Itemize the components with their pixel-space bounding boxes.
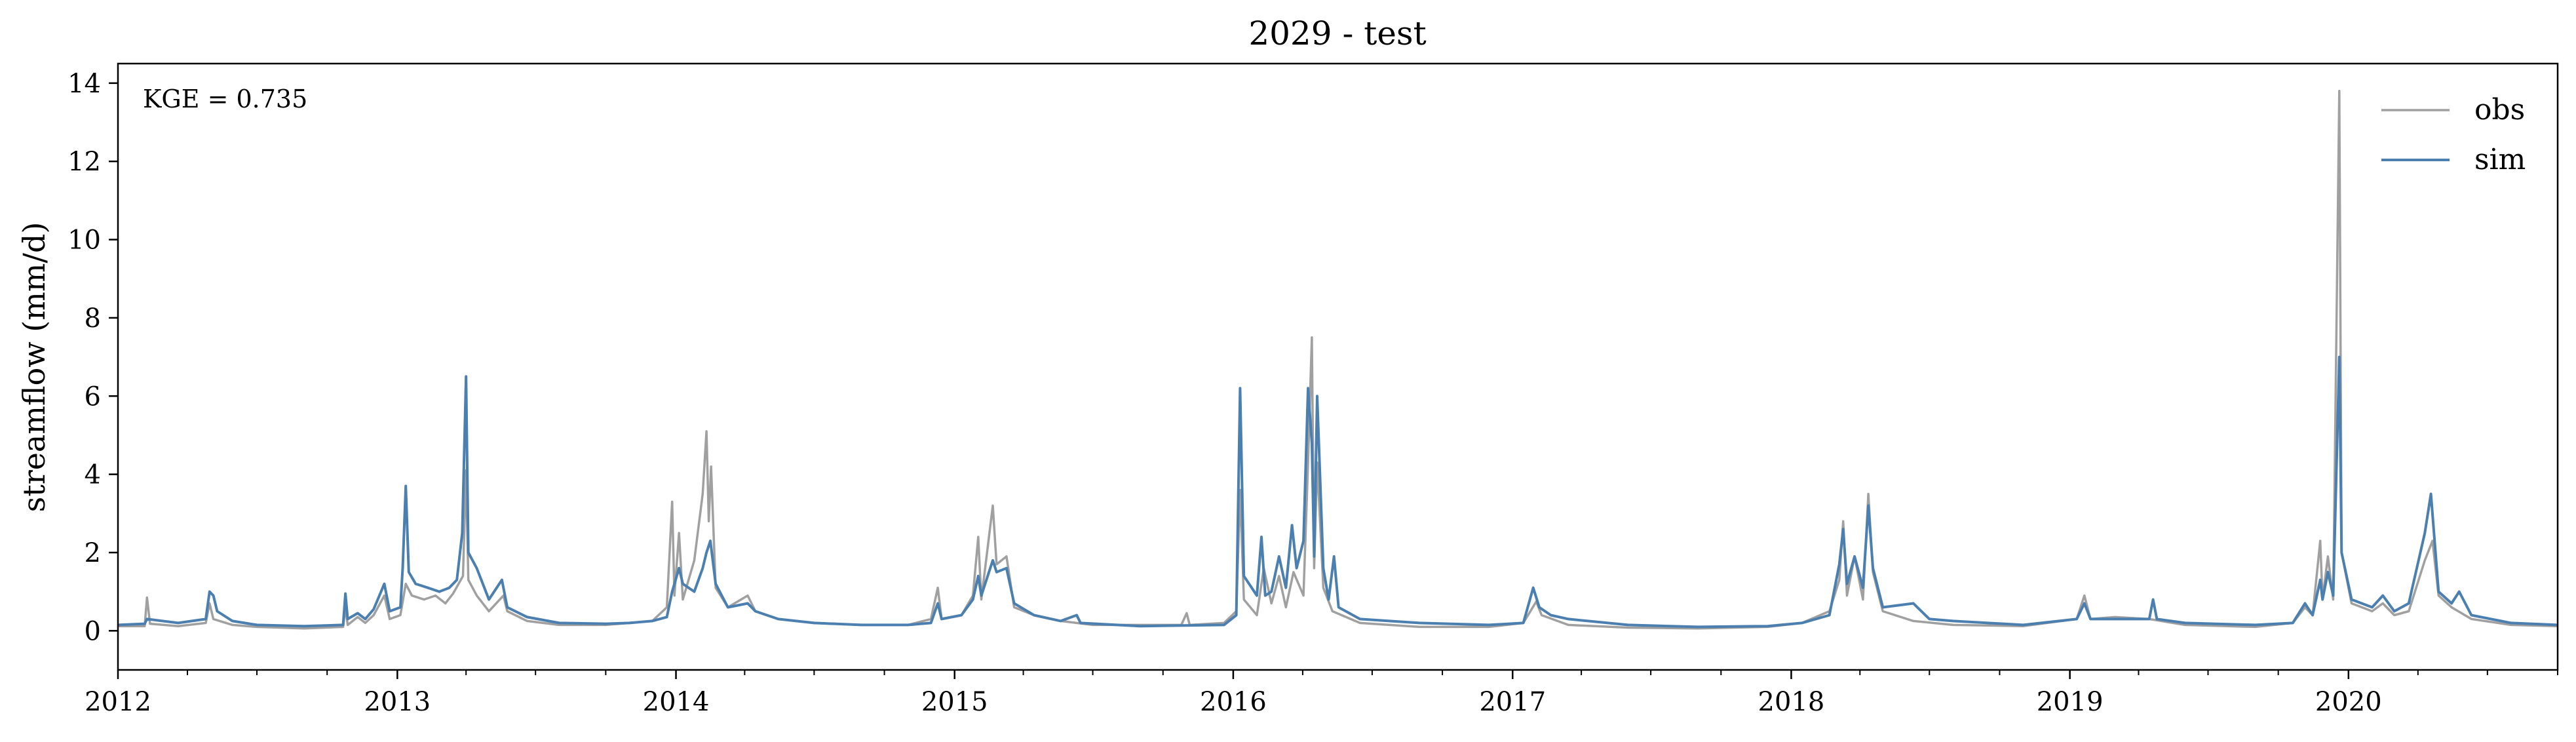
legend-label-obs: obs <box>2474 93 2525 127</box>
x-tick-label: 2013 <box>364 687 431 717</box>
x-tick-label: 2017 <box>1479 687 1546 717</box>
x-tick-label: 2016 <box>1200 687 1267 717</box>
x-tick-label: 2012 <box>85 687 151 717</box>
y-tick-label: 14 <box>67 69 101 99</box>
legend: obs sim <box>2381 93 2526 176</box>
series-line-obs <box>118 90 2558 630</box>
x-tick-label: 2020 <box>2315 687 2382 717</box>
y-tick-label: 4 <box>85 460 101 490</box>
x-tick-label: 2014 <box>643 687 710 717</box>
chart-title: 2029 - test <box>1248 14 1426 52</box>
plot-area: 0 2 4 6 8 10 12 14 2012 2013 2014 2015 2016 2017 2018 2… <box>67 62 2559 717</box>
y-tick-label: 6 <box>85 381 101 412</box>
y-axis-label: streamflow (mm/d) <box>16 222 52 513</box>
plot-frame <box>117 62 2559 671</box>
series-line-sim <box>117 355 2558 629</box>
x-tick-label: 2019 <box>2037 687 2104 717</box>
legend-label-sim: sim <box>2474 143 2526 176</box>
y-tick-label: 10 <box>67 225 101 256</box>
kge-annotation: KGE = 0.735 <box>143 85 307 113</box>
y-tick-label: 0 <box>85 616 101 646</box>
y-tick-label: 2 <box>85 538 101 568</box>
x-tick-label: 2015 <box>921 687 988 717</box>
y-tick-label: 8 <box>85 303 101 334</box>
y-tick-label: 12 <box>67 147 101 177</box>
x-tick-label: 2018 <box>1758 687 1825 717</box>
